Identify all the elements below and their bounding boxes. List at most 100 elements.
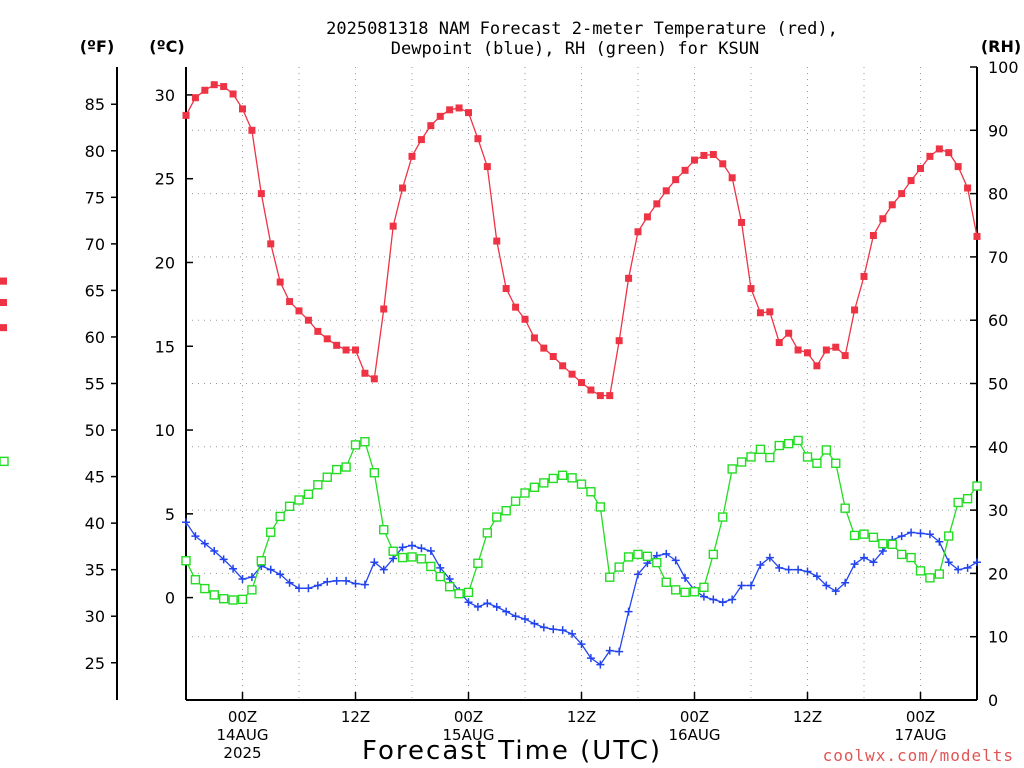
temperature-point xyxy=(973,232,981,240)
temperature-point xyxy=(0,277,7,285)
temperature-point xyxy=(587,386,595,394)
temperature-point xyxy=(832,343,840,351)
rh-point xyxy=(576,479,587,489)
rh-tick-label: 20 xyxy=(988,564,1008,583)
dewpoint-point xyxy=(408,541,416,550)
x-axis-title: Forecast Time (UTC) xyxy=(362,736,662,766)
x-tick-label: 15AUG xyxy=(443,726,495,744)
dewpoint-point xyxy=(332,576,341,585)
dewpoint-point xyxy=(577,640,586,649)
unit-celsius-label: (ºC) xyxy=(149,37,184,56)
dewpoint-point xyxy=(860,553,868,562)
rh-point xyxy=(303,489,314,499)
dewpoint-point xyxy=(596,660,605,669)
dewpoint-point xyxy=(473,602,482,611)
fahrenheit-tick-label: 85 xyxy=(85,95,105,114)
dewpoint-point xyxy=(219,555,228,564)
rh-point xyxy=(896,549,907,560)
temperature-point xyxy=(276,278,284,286)
rh-point xyxy=(247,585,257,595)
dewpoint-point xyxy=(822,581,831,590)
rh-point xyxy=(473,558,483,568)
rh-point xyxy=(765,452,775,463)
temperature-point xyxy=(267,240,275,248)
fahrenheit-tick-label: 55 xyxy=(85,375,105,394)
dewpoint-point xyxy=(426,547,435,556)
rh-point xyxy=(557,470,568,480)
rh-point xyxy=(689,587,700,597)
temperature-point xyxy=(530,334,538,342)
rh-tick-label: 40 xyxy=(988,438,1008,457)
dewpoint-point xyxy=(229,564,238,573)
dewpoint-point xyxy=(605,646,614,655)
rh-point xyxy=(849,530,860,541)
dewpoint-point xyxy=(850,560,859,569)
celsius-tick-label: 5 xyxy=(165,505,175,524)
dewpoint-point xyxy=(238,574,247,583)
dewpoint-point xyxy=(492,602,501,611)
rh-point xyxy=(228,595,238,605)
rh-point xyxy=(397,552,408,563)
rh-tick-label: 30 xyxy=(988,501,1008,520)
temperature-point xyxy=(709,151,717,159)
x-tick-label: 00Z xyxy=(228,708,257,726)
rh-point xyxy=(746,452,756,462)
temperature-point xyxy=(380,305,388,313)
rh-point xyxy=(181,556,191,566)
rh-point xyxy=(567,473,577,483)
series-temperature xyxy=(0,81,981,400)
temperature-point xyxy=(323,335,331,343)
dewpoint-point xyxy=(624,607,633,616)
axes xyxy=(111,66,978,701)
temperature-point xyxy=(775,339,783,347)
dewpoint-point xyxy=(549,625,558,634)
fahrenheit-tick-label: 50 xyxy=(85,421,105,440)
rh-point xyxy=(699,582,709,593)
rh-point xyxy=(680,587,690,598)
x-tick-label: 00Z xyxy=(906,708,935,726)
temperature-point xyxy=(399,184,407,192)
rh-point xyxy=(209,590,219,600)
rh-tick-label: 100 xyxy=(988,58,1019,77)
temperature-point xyxy=(813,362,821,370)
dewpoint-point xyxy=(285,578,294,587)
rh-point xyxy=(482,528,493,538)
fahrenheit-tick-label: 70 xyxy=(85,235,105,254)
temperature-point xyxy=(257,190,265,198)
temperature-point xyxy=(352,346,359,354)
credit-text: coolwx.com/modelts xyxy=(823,746,1014,765)
rh-point xyxy=(256,556,267,566)
tick-labels: 2530354045505560657075808505101520253001… xyxy=(85,58,1019,762)
temperature-point xyxy=(455,104,463,112)
temperature-point xyxy=(342,346,350,354)
dewpoint-point xyxy=(784,565,793,574)
temperature-point xyxy=(766,308,774,316)
dewpoint-point xyxy=(954,565,963,574)
dewpoint-point xyxy=(276,570,285,579)
x-tick-label: 12Z xyxy=(793,708,822,726)
temperature-point xyxy=(841,352,849,360)
temperature-point xyxy=(502,285,510,293)
temperature-point xyxy=(191,94,199,102)
rh-point xyxy=(708,549,719,560)
dewpoint-point xyxy=(191,532,200,541)
rh-point xyxy=(793,435,803,446)
dewpoint-point xyxy=(737,581,746,590)
dewpoint-point xyxy=(756,561,765,570)
temperature-point xyxy=(851,306,859,314)
rh-point xyxy=(510,496,521,506)
rh-point xyxy=(350,440,361,450)
dewpoint-point xyxy=(558,626,567,635)
rh-point xyxy=(426,561,436,572)
temperature-point xyxy=(756,309,764,317)
rh-point xyxy=(642,551,653,562)
temperature-point xyxy=(182,111,190,119)
data-series xyxy=(0,81,982,669)
dewpoint-point xyxy=(935,537,944,546)
series-rh xyxy=(0,435,982,605)
rh-point xyxy=(341,462,351,472)
rh-line xyxy=(185,439,978,601)
rh-point xyxy=(633,549,643,560)
temperature-point xyxy=(239,105,246,113)
fahrenheit-tick-label: 65 xyxy=(85,281,105,300)
